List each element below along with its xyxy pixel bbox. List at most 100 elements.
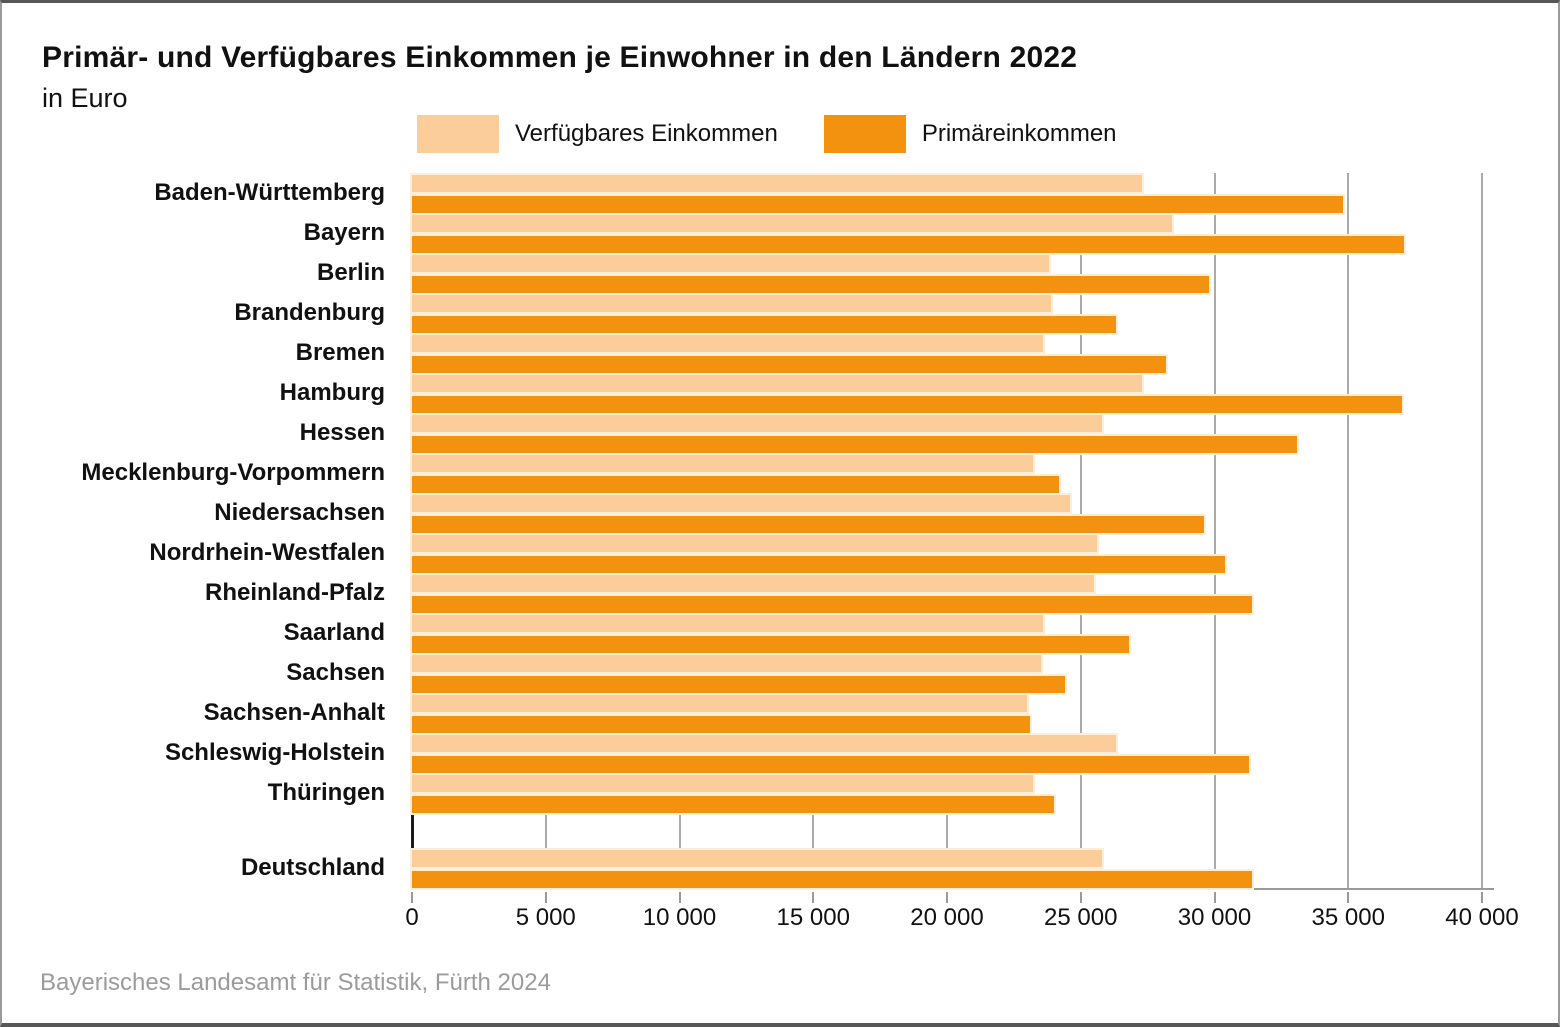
category-label: Bremen (295, 339, 385, 366)
category-bars (412, 773, 1482, 813)
chart-title: Primär- und Verfügbares Einkommen je Ein… (42, 41, 1078, 74)
verfuegbares-einkommen-bar (412, 375, 1143, 392)
axis-tick (1079, 892, 1082, 903)
verfuegbares-einkommen-bar (412, 295, 1052, 312)
verfuegbares-einkommen-bar (412, 415, 1103, 432)
primaereinkommen-bar (412, 871, 1252, 888)
chart-row: Sachsen-Anhalt (2, 693, 1558, 733)
primaereinkommen-bar (412, 276, 1210, 293)
bar-chart: Baden-Württemberg Bayern Berlin Brandenburg… (2, 173, 1558, 940)
axis-tick-label: 5 000 (515, 904, 576, 931)
verfuegbares-einkommen-bar (412, 495, 1071, 512)
axis-tick-label: 0 (405, 904, 419, 931)
category-label: Deutschland (240, 854, 385, 881)
axis-tick (1481, 892, 1483, 903)
verfuegbares-einkommen-bar (412, 535, 1097, 552)
chart-row: Schleswig-Holstein (2, 733, 1558, 773)
legend: Verfügbares Einkommen Primäreinkommen (417, 115, 1117, 153)
axis-tick (1213, 892, 1216, 903)
chart-row: Niedersachsen (2, 493, 1558, 533)
axis-tick-label: 15 000 (776, 904, 850, 931)
category-bars (412, 573, 1482, 613)
primaereinkommen-bar (412, 516, 1204, 533)
category-label: Berlin (316, 259, 385, 286)
chart-row: Deutschland (2, 848, 1558, 888)
category-label: Brandenburg (234, 299, 385, 326)
axis-tick-label: 30 000 (1177, 904, 1252, 931)
category-label: Niedersachsen (214, 499, 385, 526)
source-note: Bayerisches Landesamt für Statistik, Für… (40, 969, 551, 996)
chart-row: Hessen (2, 413, 1558, 453)
primaereinkommen-bar (412, 476, 1060, 493)
chart-row: Berlin (2, 253, 1558, 293)
category-bars (412, 253, 1482, 293)
x-axis-tick-labels: 0 5 000 10 000 15 000 20 000 25 000 30 000 35 0… (405, 904, 1518, 940)
category-label: Sachsen-Anhalt (203, 699, 385, 726)
verfuegbares-einkommen-bar (412, 850, 1103, 867)
category-bars (412, 213, 1482, 253)
chart-row: Brandenburg (2, 293, 1558, 333)
axis-tick (812, 892, 815, 903)
category-bars (412, 693, 1482, 733)
category-label: Sachsen (286, 659, 385, 686)
primaereinkommen-bar (412, 556, 1226, 573)
primaereinkommen-bar (412, 316, 1116, 333)
chart-row: Bayern (2, 213, 1558, 253)
primaereinkommen-bar (412, 756, 1250, 773)
category-label: Hamburg (279, 379, 385, 406)
primaereinkommen-bar (412, 236, 1405, 253)
primaereinkommen-bar (412, 796, 1054, 813)
axis-tick (946, 892, 948, 903)
gridline (1481, 173, 1483, 888)
chart-row: Baden-Württemberg (2, 173, 1558, 213)
primaereinkommen-bar (412, 596, 1252, 613)
category-bars (412, 333, 1482, 373)
axis-tick-label: 25 000 (1044, 904, 1118, 931)
category-bars (412, 453, 1482, 493)
category-label: Schleswig-Holstein (164, 739, 385, 766)
category-bars (412, 413, 1482, 453)
axis-tick-label: 10 000 (642, 904, 717, 931)
axis-tick-label: 35 000 (1311, 904, 1385, 931)
chart-row: Mecklenburg-Vorpommern (2, 453, 1558, 493)
primaereinkommen-bar (412, 716, 1030, 733)
legend-item-verfuegbares-einkommen: Verfügbares Einkommen (417, 115, 778, 153)
chart-row: Saarland (2, 613, 1558, 653)
legend-label: Verfügbares Einkommen (515, 120, 778, 147)
chart-row: Rheinland-Pfalz (2, 573, 1558, 613)
category-bars (412, 373, 1482, 413)
category-bars (412, 173, 1482, 213)
category-label: Bayern (303, 219, 385, 246)
axis-tick (678, 892, 681, 903)
primaereinkommen-bar (412, 436, 1298, 453)
category-label: Thüringen (267, 779, 385, 806)
axis-tick-label: 40 000 (1445, 904, 1519, 931)
category-label: Baden-Württemberg (154, 179, 385, 206)
category-bars (412, 533, 1482, 573)
legend-label: Primäreinkommen (921, 120, 1117, 147)
gridline (1213, 173, 1216, 888)
category-label: Hessen (299, 419, 385, 446)
chart-row: Thüringen (2, 773, 1558, 813)
verfuegbares-einkommen-bar (412, 735, 1116, 752)
category-label: Saarland (283, 619, 385, 646)
primaereinkommen-bar (412, 396, 1402, 413)
chart-row: Sachsen (2, 653, 1558, 693)
verfuegbares-einkommen-bar (412, 255, 1049, 272)
category-bars (412, 493, 1482, 533)
x-axis-line (411, 888, 1494, 903)
verfuegbares-einkommen-bar (412, 575, 1095, 592)
verfuegbares-einkommen-bar (412, 615, 1044, 632)
legend-item-primaereinkommen: Primäreinkommen (823, 115, 1117, 153)
category-bars (412, 653, 1482, 693)
gridline (1347, 173, 1350, 888)
verfuegbares-einkommen-bar (412, 655, 1041, 672)
verfuegbares-einkommen-bar (412, 215, 1172, 232)
chart-subtitle: in Euro (42, 83, 128, 113)
category-bars (412, 848, 1482, 888)
chart-row: Nordrhein-Westfalen (2, 533, 1558, 573)
axis-tick (544, 892, 547, 903)
verfuegbares-einkommen-bar (412, 455, 1033, 472)
axis-tick (411, 892, 413, 903)
